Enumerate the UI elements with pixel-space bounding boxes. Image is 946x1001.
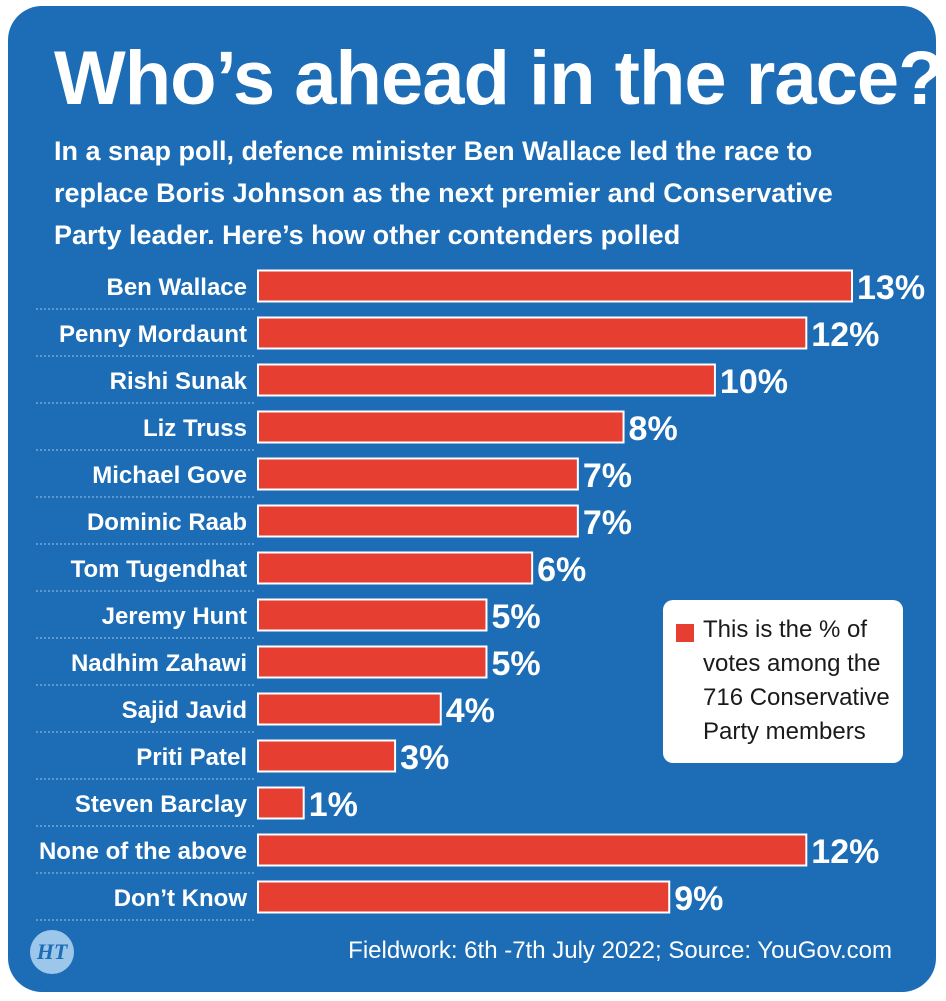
category-label: Dominic Raab xyxy=(87,509,247,536)
category-label: Tom Tugendhat xyxy=(71,556,247,583)
value-label: 7% xyxy=(583,457,632,495)
category-label: Nadhim Zahawi xyxy=(71,650,247,677)
bar xyxy=(257,739,397,773)
chart-card xyxy=(8,6,936,992)
bar xyxy=(257,598,488,632)
value-label: 6% xyxy=(537,551,586,589)
bar xyxy=(257,692,442,726)
bar xyxy=(257,551,534,585)
chart-title: Who’s ahead in the race? xyxy=(54,36,945,121)
value-label: 12% xyxy=(811,316,879,354)
value-label: 9% xyxy=(674,880,723,918)
bar xyxy=(257,457,579,491)
legend-text: This is the % of votes among the 716 Con… xyxy=(703,616,890,745)
category-label: Liz Truss xyxy=(143,415,247,442)
value-label: 1% xyxy=(309,786,358,824)
value-label: 10% xyxy=(720,363,788,401)
chart-subtitle: In a snap poll, defence minister Ben Wal… xyxy=(54,136,833,250)
value-label: 12% xyxy=(811,833,879,871)
category-label: Don’t Know xyxy=(114,885,248,912)
category-label: Michael Gove xyxy=(92,462,247,489)
value-label: 5% xyxy=(491,645,540,683)
category-label: Priti Patel xyxy=(136,744,247,771)
value-label: 4% xyxy=(446,692,495,730)
category-label: Jeremy Hunt xyxy=(102,603,247,630)
legend-box: This is the % of votes among the 716 Con… xyxy=(663,600,903,763)
category-label: Penny Mordaunt xyxy=(59,321,247,348)
value-label: 8% xyxy=(629,410,678,448)
category-label: Ben Wallace xyxy=(107,274,248,301)
category-label: Sajid Javid xyxy=(122,697,247,724)
category-label: None of the above xyxy=(39,838,247,865)
bar xyxy=(257,316,808,350)
bar xyxy=(257,410,625,444)
value-label: 3% xyxy=(400,739,449,777)
legend-swatch xyxy=(676,624,694,642)
bar xyxy=(257,880,671,914)
source-footer: Fieldwork: 6th -7th July 2022; Source: Y… xyxy=(348,937,892,964)
bar xyxy=(257,504,579,538)
value-label: 5% xyxy=(491,598,540,636)
ht-logo: HT xyxy=(30,930,74,974)
value-label: 13% xyxy=(857,269,925,307)
category-label: Rishi Sunak xyxy=(110,368,248,395)
bar xyxy=(257,786,305,820)
category-label: Steven Barclay xyxy=(75,791,248,818)
bar xyxy=(257,269,853,303)
bar xyxy=(257,363,716,397)
bar xyxy=(257,645,488,679)
bar xyxy=(257,833,808,867)
value-label: 7% xyxy=(583,504,632,542)
